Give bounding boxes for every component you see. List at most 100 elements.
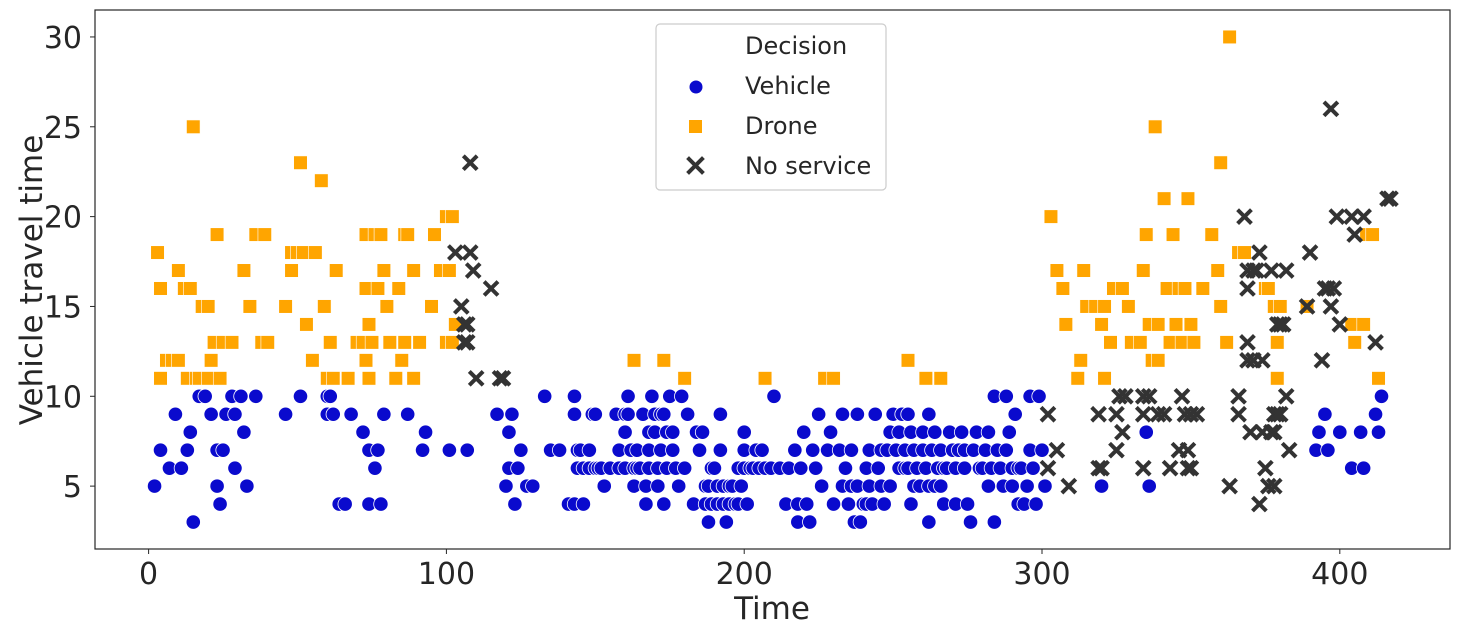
vehicle-point	[239, 478, 255, 494]
legend-drone-marker	[689, 120, 702, 133]
no-service-point	[1271, 316, 1289, 333]
vehicle-point	[414, 442, 431, 458]
drone-point	[1186, 335, 1201, 350]
vehicle-point	[1317, 406, 1333, 422]
vehicle-point	[209, 478, 225, 494]
no-service-point	[461, 244, 479, 261]
drone-point	[1097, 371, 1112, 386]
vehicle-point	[215, 442, 231, 458]
vehicle-point	[587, 406, 603, 422]
no-service-point	[458, 334, 476, 351]
no-service-point	[1367, 334, 1384, 351]
vehicle-point	[787, 442, 803, 458]
vehicle-point	[754, 442, 770, 458]
no-service-point	[1325, 280, 1343, 297]
drone-point	[1371, 371, 1386, 386]
drone-point	[257, 227, 272, 242]
drone-point	[382, 335, 397, 350]
drone-point	[1094, 317, 1109, 332]
vehicle-point	[921, 514, 937, 530]
drone-point	[400, 227, 415, 242]
no-service-point	[452, 298, 470, 315]
x-axis-ticks: 0 100 200 300 400	[139, 549, 1368, 592]
drone-point	[1103, 335, 1118, 350]
y-tick-label: 10	[44, 380, 82, 415]
drone-point	[1151, 317, 1166, 332]
drone-point	[1139, 227, 1154, 242]
drone-point	[329, 263, 344, 278]
no-service-point	[1382, 190, 1399, 207]
y-tick-label: 30	[44, 21, 82, 56]
no-service-point	[1173, 387, 1191, 405]
no-service-point	[467, 369, 485, 387]
vehicle-point	[489, 406, 505, 422]
drone-point	[1356, 317, 1371, 332]
no-service-point	[464, 262, 482, 279]
vehicle-point	[1138, 424, 1154, 440]
drone-point	[1273, 299, 1288, 314]
x-tick-label: 300	[1013, 557, 1070, 592]
vehicle-point	[373, 496, 389, 512]
drone-point	[150, 245, 165, 260]
no-service-point	[1280, 441, 1298, 459]
drone-point	[209, 227, 225, 242]
no-service-point	[1251, 244, 1268, 261]
vehicle-point	[367, 460, 383, 476]
vehicle-point	[1031, 388, 1047, 404]
vehicle-point	[566, 406, 583, 422]
vehicle-point	[644, 388, 660, 404]
vehicle-point	[1037, 478, 1053, 494]
drone-point	[299, 317, 314, 332]
vehicle-point	[620, 406, 636, 422]
vehicle-point	[876, 496, 892, 512]
legend-no-service-marker	[686, 156, 705, 175]
drone-point	[224, 335, 240, 350]
vehicle-point	[504, 406, 520, 422]
vehicle-point	[852, 514, 868, 530]
vehicle-point	[903, 496, 919, 512]
vehicle-point	[167, 406, 184, 422]
vehicle-point	[355, 424, 371, 440]
vehicle-point	[680, 406, 696, 422]
x-tick-label: 0	[139, 557, 158, 592]
vehicle-point	[197, 388, 213, 404]
drone-point	[314, 173, 329, 188]
vehicle-point	[834, 406, 851, 422]
drone-point	[183, 281, 198, 296]
x-tick-label: 100	[418, 557, 475, 592]
legend-drone-label: Drone	[745, 112, 817, 140]
drone-point	[1195, 281, 1210, 296]
vehicle-point	[325, 406, 341, 422]
legend-title: Decision	[745, 32, 847, 60]
legend-vehicle-marker	[688, 79, 704, 95]
vehicle-point	[1004, 478, 1020, 494]
y-axis-label: Vehicle travel time	[14, 135, 50, 426]
no-service-point	[1179, 441, 1197, 459]
vehicle-point	[986, 514, 1002, 530]
drone-point	[394, 353, 409, 368]
vehicle-point	[1093, 478, 1110, 494]
drone-point	[153, 371, 168, 386]
vehicle-point	[551, 442, 568, 458]
vehicle-point	[665, 424, 681, 440]
no-service-point	[1262, 262, 1280, 279]
vehicle-point	[370, 442, 386, 458]
vehicle-point	[1028, 496, 1044, 512]
vehicle-point	[1001, 424, 1017, 440]
no-service-point	[1322, 100, 1340, 118]
vehicle-point	[656, 406, 672, 422]
vehicle-point	[459, 442, 475, 458]
drone-point	[358, 353, 374, 368]
drone-point	[1213, 299, 1228, 314]
no-service-point	[1188, 405, 1206, 423]
no-service-point	[455, 334, 473, 351]
drone-point	[1121, 299, 1136, 314]
drone-point	[326, 371, 341, 386]
drone-point	[1174, 335, 1190, 350]
no-service-point	[1268, 405, 1286, 423]
drone-point	[323, 335, 338, 350]
vehicle-point	[417, 424, 434, 440]
vehicle-point	[674, 388, 690, 404]
no-service-point	[1331, 316, 1349, 333]
